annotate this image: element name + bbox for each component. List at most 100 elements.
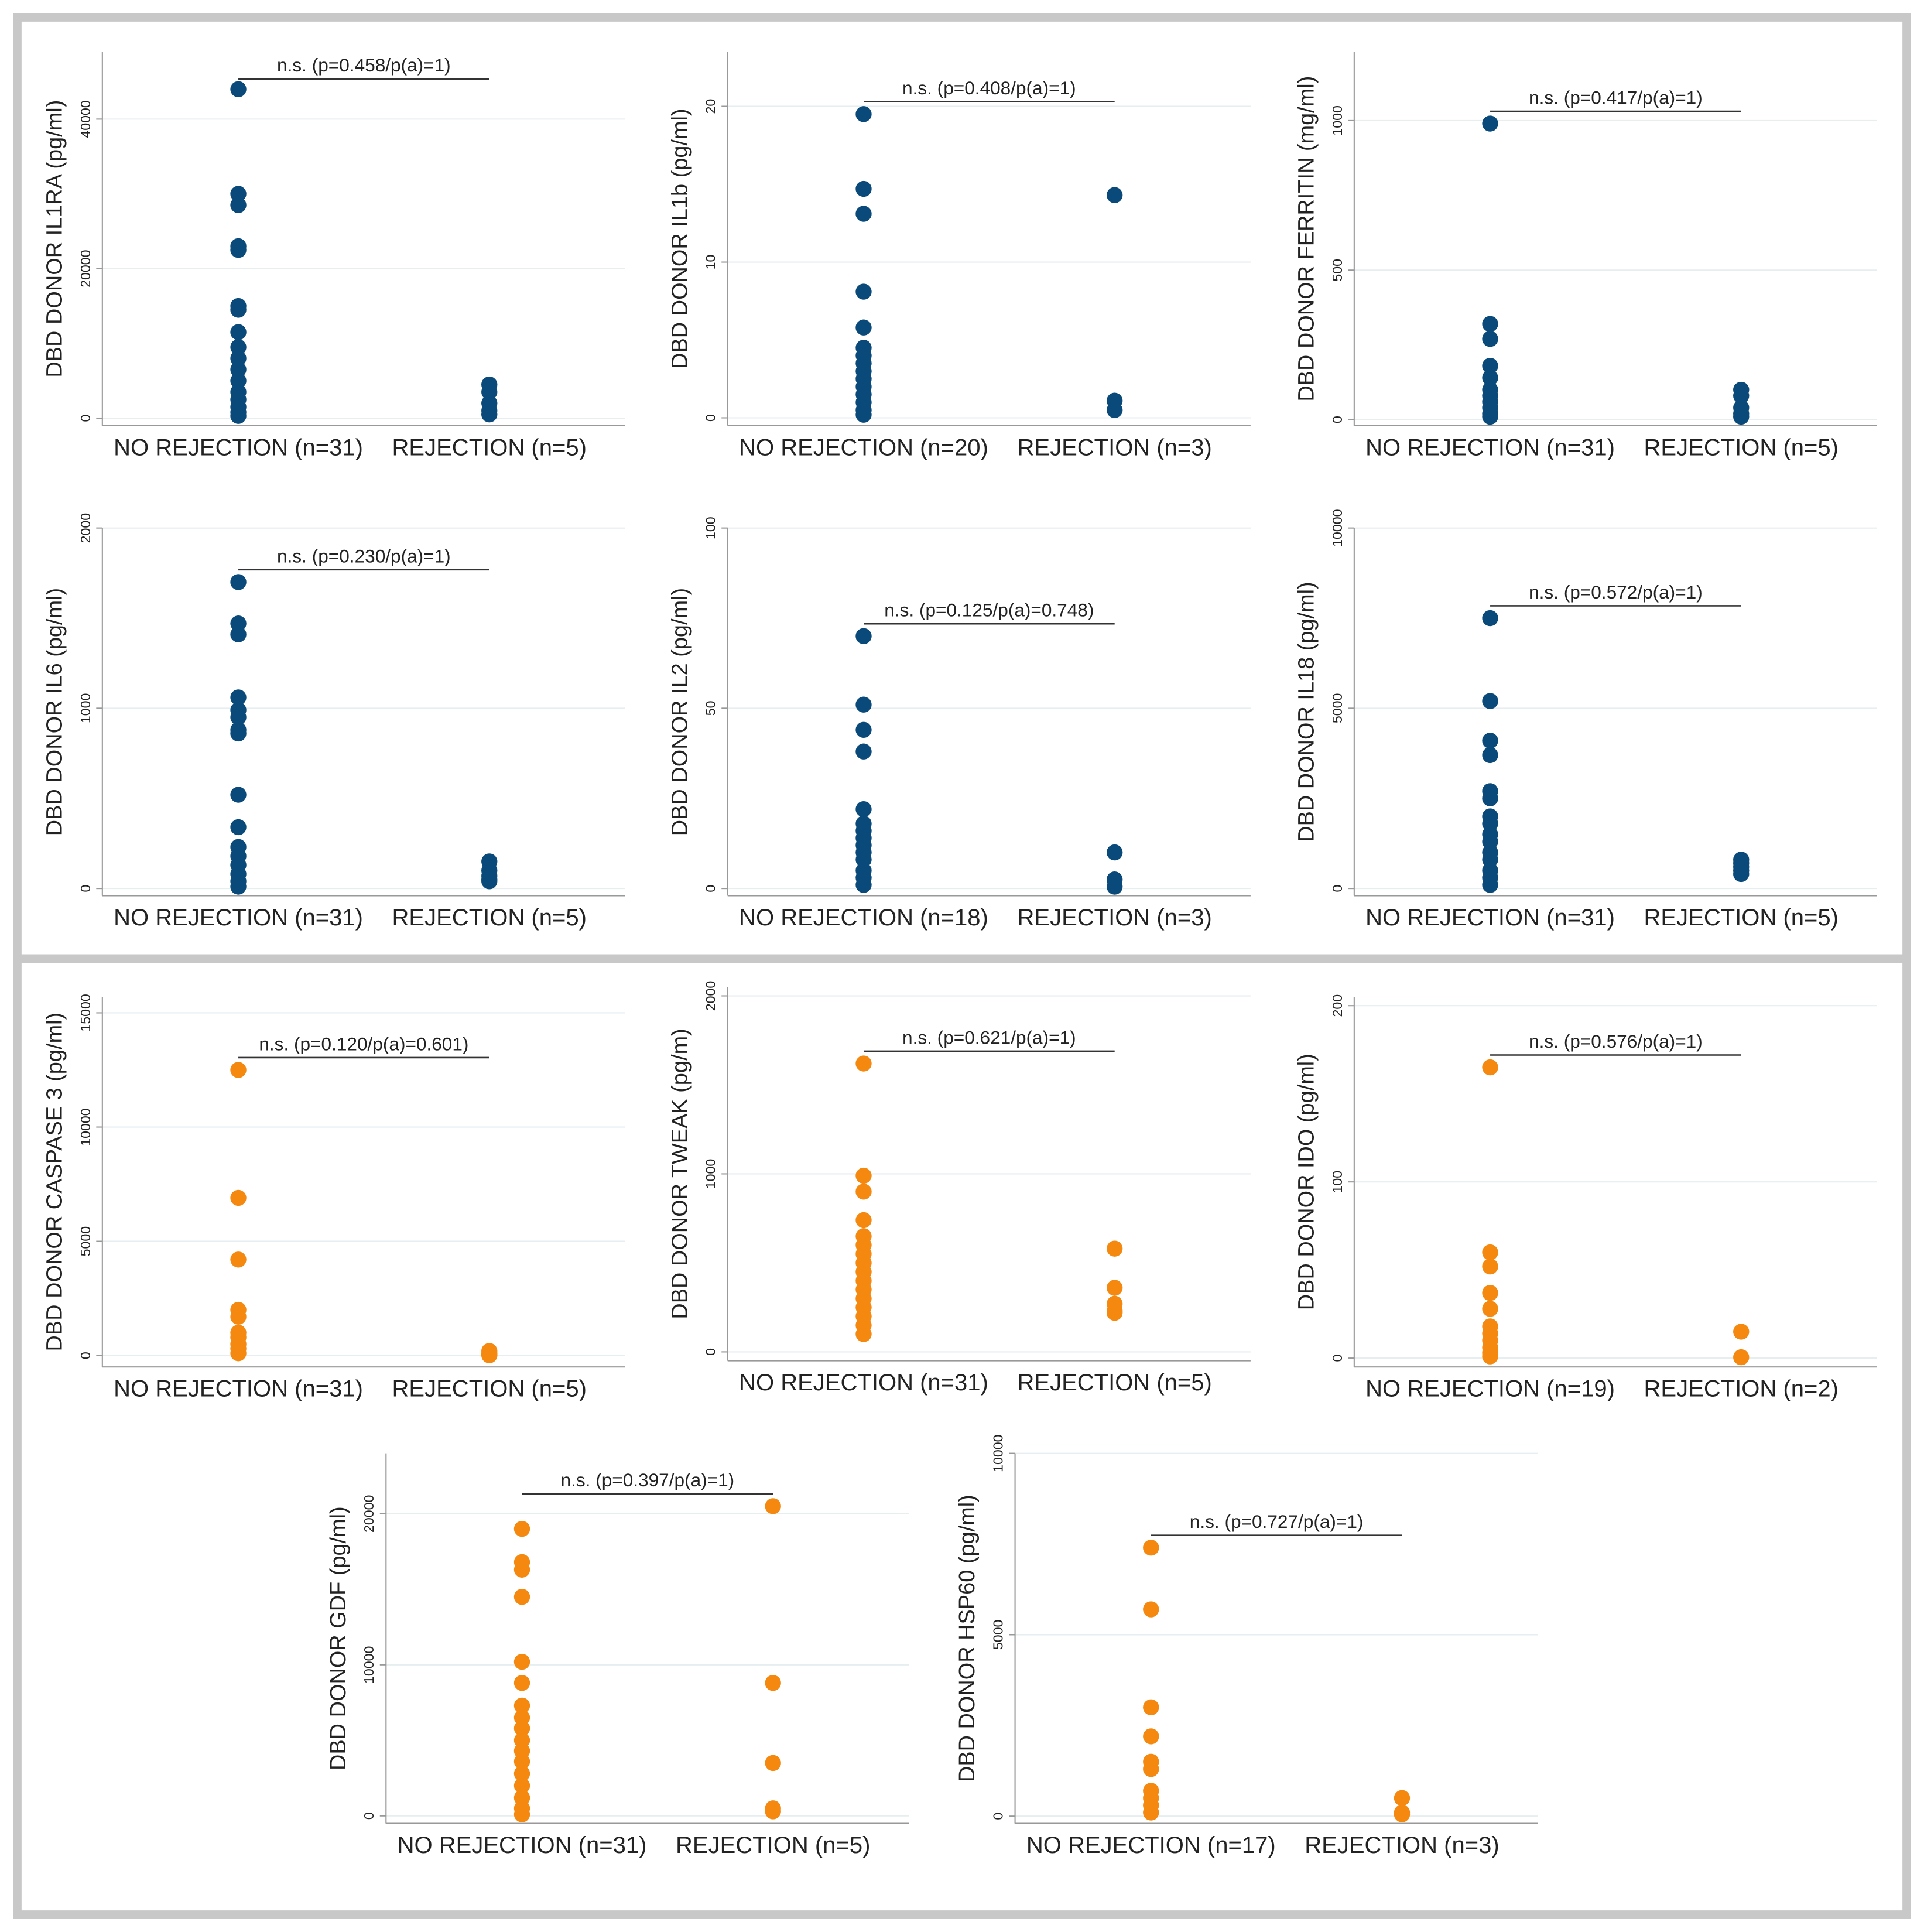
data-point bbox=[513, 1720, 530, 1736]
data-point bbox=[1106, 402, 1123, 418]
y-tick-label: 10000 bbox=[78, 1108, 93, 1145]
data-point bbox=[765, 1755, 781, 1772]
annotation: n.s. (p=0.576/p(a)=1) bbox=[1529, 1031, 1703, 1052]
data-point bbox=[1106, 187, 1123, 203]
data-point bbox=[230, 302, 247, 318]
annotation: n.s. (p=0.408/p(a)=1) bbox=[902, 77, 1076, 98]
y-tick-label: 5000 bbox=[78, 1226, 93, 1257]
data-point bbox=[765, 1803, 781, 1820]
data-point bbox=[1394, 1790, 1411, 1806]
data-point bbox=[1482, 747, 1498, 764]
data-point bbox=[855, 1167, 872, 1184]
data-point bbox=[1482, 1285, 1498, 1301]
x-tick-label: REJECTION (n=5) bbox=[1017, 1370, 1211, 1396]
data-point bbox=[230, 350, 247, 367]
data-point bbox=[1733, 1324, 1750, 1340]
y-tick-label: 0 bbox=[361, 1812, 376, 1820]
y-tick-label: 500 bbox=[1330, 259, 1345, 282]
y-tick-label: 100 bbox=[1330, 1171, 1345, 1194]
data-point bbox=[1482, 370, 1498, 386]
data-point bbox=[855, 106, 872, 122]
data-point bbox=[1106, 844, 1123, 861]
annotation: n.s. (p=0.397/p(a)=1) bbox=[561, 1469, 735, 1490]
x-tick-label: NO REJECTION (n=31) bbox=[114, 435, 363, 460]
data-point bbox=[1143, 1601, 1159, 1618]
y-tick-label: 1000 bbox=[1330, 105, 1345, 136]
y-tick-label: 0 bbox=[991, 1813, 1006, 1820]
data-point bbox=[481, 406, 498, 423]
data-point bbox=[230, 1189, 247, 1206]
y-tick-label: 10000 bbox=[1330, 509, 1345, 546]
data-point bbox=[1394, 1806, 1411, 1822]
data-point bbox=[1106, 1304, 1123, 1321]
y-tick-label: 1000 bbox=[703, 1159, 718, 1189]
data-point bbox=[1106, 1280, 1123, 1296]
data-point bbox=[1482, 1244, 1498, 1261]
data-point bbox=[230, 878, 247, 895]
data-point bbox=[230, 324, 247, 340]
x-tick-label: NO REJECTION (n=18) bbox=[739, 905, 988, 931]
annotation: n.s. (p=0.120/p(a)=0.601) bbox=[259, 1033, 468, 1054]
y-tick-label: 20000 bbox=[78, 249, 93, 287]
data-point bbox=[1482, 357, 1498, 374]
y-tick-label: 0 bbox=[78, 415, 93, 422]
data-point bbox=[855, 1326, 872, 1342]
x-tick-label: NO REJECTION (n=17) bbox=[1026, 1832, 1276, 1858]
data-point bbox=[230, 787, 247, 803]
data-point bbox=[855, 319, 872, 336]
y-axis-label: DBD DONOR IL2 (pg/ml) bbox=[667, 588, 692, 836]
data-point bbox=[513, 1777, 530, 1794]
y-axis-label: DBD DONOR TWEAK (pg/m) bbox=[667, 1028, 692, 1319]
data-point bbox=[1482, 1301, 1498, 1317]
data-point bbox=[855, 696, 872, 713]
x-tick-label: REJECTION (n=3) bbox=[1305, 1832, 1499, 1858]
y-tick-label: 10000 bbox=[991, 1434, 1006, 1472]
data-point bbox=[513, 1753, 530, 1770]
y-tick-label: 0 bbox=[703, 414, 718, 422]
data-point bbox=[855, 801, 872, 818]
y-tick-label: 10000 bbox=[361, 1646, 376, 1684]
x-tick-label: REJECTION (n=5) bbox=[392, 435, 587, 460]
y-axis-label: DBD DONOR HSP60 (pg/ml) bbox=[955, 1495, 980, 1782]
data-point bbox=[855, 1184, 872, 1200]
y-axis-label: DBD DONOR IL1b (pg/ml) bbox=[667, 108, 692, 368]
data-point bbox=[1106, 1240, 1123, 1257]
data-point bbox=[230, 372, 247, 389]
y-tick-label: 10 bbox=[703, 255, 718, 270]
data-point bbox=[513, 1653, 530, 1670]
annotation: n.s. (p=0.458/p(a)=1) bbox=[277, 54, 451, 76]
data-point bbox=[1482, 316, 1498, 332]
data-point bbox=[230, 81, 247, 98]
data-point bbox=[230, 689, 247, 706]
data-point bbox=[230, 1345, 247, 1362]
data-point bbox=[855, 180, 872, 197]
data-point bbox=[481, 1347, 498, 1363]
data-point bbox=[1733, 408, 1750, 425]
data-point bbox=[230, 709, 247, 726]
y-tick-label: 0 bbox=[1330, 885, 1345, 893]
x-tick-label: REJECTION (n=2) bbox=[1644, 1376, 1839, 1402]
y-tick-label: 0 bbox=[78, 1352, 93, 1359]
y-tick-label: 1000 bbox=[78, 693, 93, 724]
data-point bbox=[1482, 610, 1498, 627]
data-point bbox=[855, 721, 872, 738]
annotation: n.s. (p=0.621/p(a)=1) bbox=[902, 1027, 1076, 1048]
y-tick-label: 100 bbox=[703, 517, 718, 539]
x-tick-label: REJECTION (n=3) bbox=[1017, 905, 1211, 931]
y-axis-label: DBD DONOR GDF (pg/ml) bbox=[326, 1506, 351, 1770]
data-point bbox=[855, 877, 872, 893]
data-point bbox=[481, 384, 498, 401]
y-axis-label: DBD DONOR FERRITIN (mg/ml) bbox=[1294, 76, 1319, 402]
data-point bbox=[230, 1251, 247, 1268]
data-point bbox=[513, 1697, 530, 1714]
y-tick-label: 2000 bbox=[78, 513, 93, 543]
data-point bbox=[1482, 1059, 1498, 1076]
y-axis-label: DBD DONOR IDO (pg/ml) bbox=[1294, 1054, 1319, 1310]
data-point bbox=[1143, 1728, 1159, 1745]
data-point bbox=[1482, 331, 1498, 347]
x-tick-label: REJECTION (n=5) bbox=[676, 1832, 870, 1858]
annotation: n.s. (p=0.572/p(a)=1) bbox=[1529, 582, 1703, 603]
y-tick-label: 0 bbox=[703, 885, 718, 893]
y-tick-label: 50 bbox=[703, 700, 718, 716]
